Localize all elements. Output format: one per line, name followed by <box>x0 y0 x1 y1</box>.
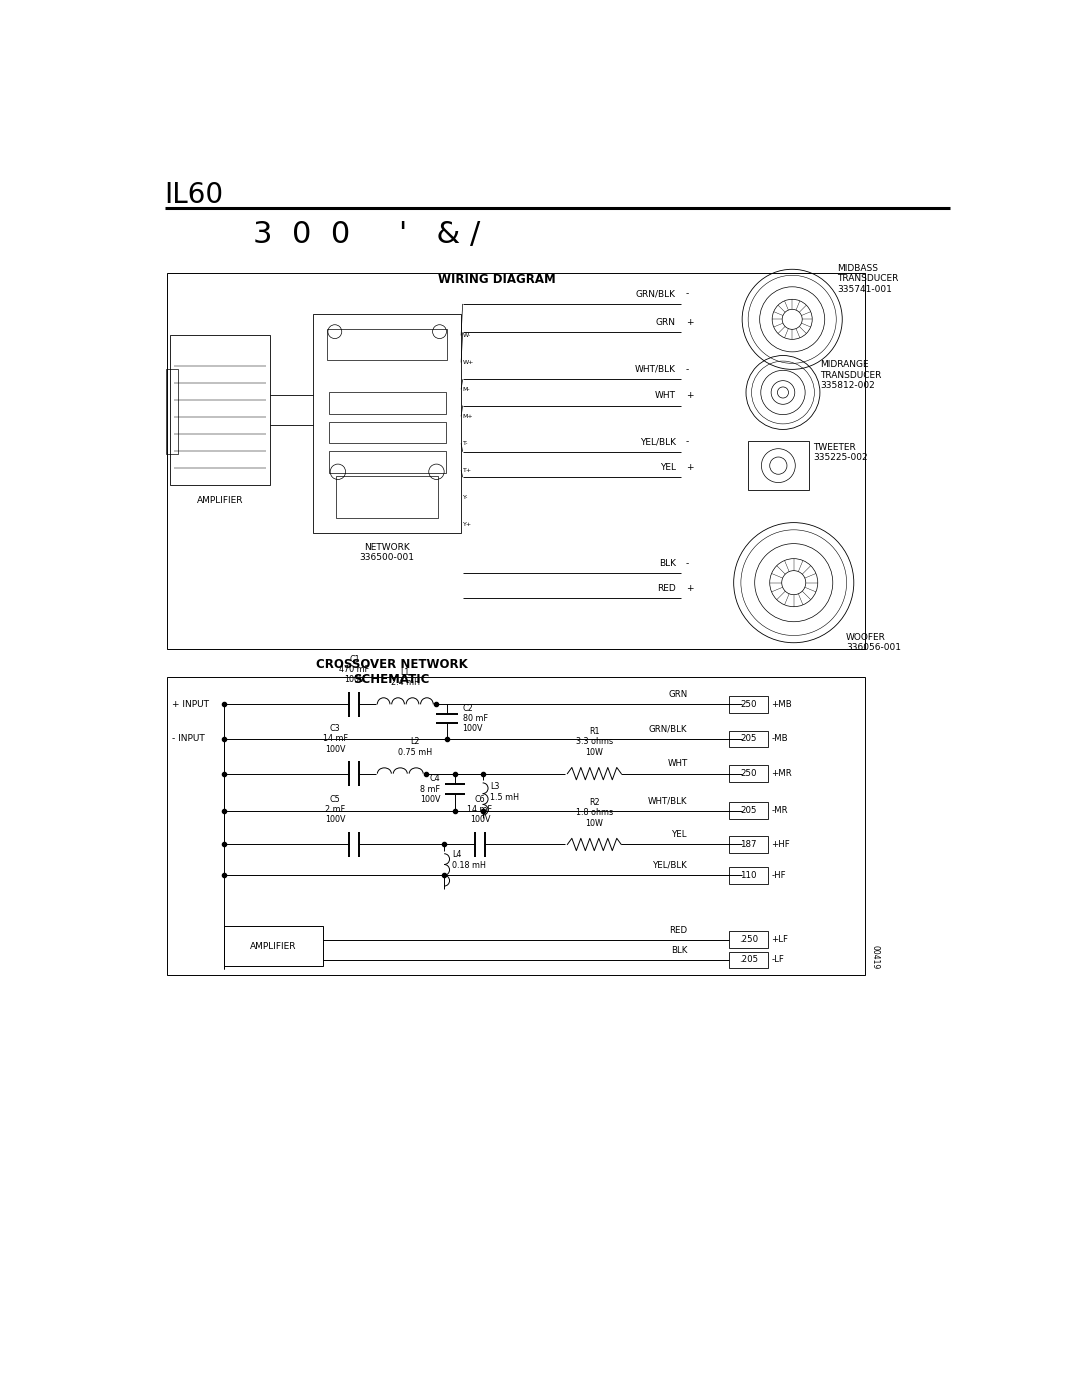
Bar <box>336 475 438 518</box>
Bar <box>729 932 768 949</box>
Text: 3  0  0     '   & /: 3 0 0 ' & / <box>253 221 481 249</box>
Text: 00419: 00419 <box>870 944 880 970</box>
Text: L4
0.18 mH: L4 0.18 mH <box>451 851 486 869</box>
Text: L3
1.5 mH: L3 1.5 mH <box>490 782 519 802</box>
Text: +: + <box>686 462 693 472</box>
Text: +MR: +MR <box>771 770 792 778</box>
Text: 205: 205 <box>740 735 757 743</box>
Text: +HF: +HF <box>771 840 791 849</box>
Text: WHT/BLK: WHT/BLK <box>635 365 676 374</box>
Text: MIDBASS
TRANSDUCER
335741-001: MIDBASS TRANSDUCER 335741-001 <box>837 264 899 293</box>
Bar <box>224 926 323 967</box>
Bar <box>729 802 768 819</box>
Text: L2
0.75 mH: L2 0.75 mH <box>397 738 432 757</box>
Bar <box>729 696 768 712</box>
Text: AMPLIFIER: AMPLIFIER <box>197 496 243 506</box>
Bar <box>167 274 865 648</box>
Text: 187: 187 <box>740 840 757 849</box>
Text: .250: .250 <box>739 936 758 944</box>
Text: GRN: GRN <box>669 690 688 698</box>
Text: +: + <box>686 584 693 592</box>
Bar <box>167 678 865 975</box>
Text: +MB: +MB <box>771 700 792 708</box>
Bar <box>328 451 446 472</box>
Text: YEL/BLK: YEL/BLK <box>652 861 688 870</box>
Text: -: - <box>686 365 689 374</box>
Text: -: - <box>686 289 689 299</box>
Text: 110: 110 <box>740 870 757 880</box>
Bar <box>327 330 447 360</box>
Text: WOOFER
336056-001: WOOFER 336056-001 <box>846 633 901 652</box>
Text: +LF: +LF <box>771 936 788 944</box>
Text: -HF: -HF <box>771 870 786 880</box>
Text: YEL/BLK: YEL/BLK <box>640 437 676 447</box>
Text: Y+: Y+ <box>462 521 472 527</box>
Text: 250: 250 <box>740 700 757 708</box>
Text: W-: W- <box>462 332 471 338</box>
Text: R1
3.3 ohms
10W: R1 3.3 ohms 10W <box>576 726 612 757</box>
Text: NETWORK
336500-001: NETWORK 336500-001 <box>360 542 415 562</box>
Text: R2
1.8 ohms
10W: R2 1.8 ohms 10W <box>576 798 612 827</box>
Text: -LF: -LF <box>771 956 784 964</box>
Text: CROSSOVER NETWORK
SCHEMATIC: CROSSOVER NETWORK SCHEMATIC <box>316 658 468 686</box>
Text: -MB: -MB <box>771 735 788 743</box>
Text: C1
470 mF
100V: C1 470 mF 100V <box>339 655 369 685</box>
Bar <box>747 441 809 490</box>
Text: T-: T- <box>462 441 468 446</box>
Text: M+: M+ <box>462 414 473 419</box>
Text: BLK: BLK <box>659 559 676 569</box>
Text: + INPUT: + INPUT <box>172 700 208 708</box>
Bar <box>166 369 178 454</box>
Text: Y-: Y- <box>462 495 468 500</box>
Text: GRN/BLK: GRN/BLK <box>636 289 676 299</box>
Text: L1
2.4 mH: L1 2.4 mH <box>391 668 420 687</box>
Text: C5
2 mF
100V: C5 2 mF 100V <box>325 795 346 824</box>
Text: +: + <box>686 391 693 400</box>
Text: WIRING DIAGRAM: WIRING DIAGRAM <box>438 272 556 286</box>
Text: T+: T+ <box>462 468 472 472</box>
Text: MIDRANGE
TRANSDUCER
335812-002: MIDRANGE TRANSDUCER 335812-002 <box>820 360 881 390</box>
Bar <box>729 951 768 968</box>
Text: -MR: -MR <box>771 806 788 814</box>
Bar <box>729 835 768 854</box>
Text: RED: RED <box>657 584 676 592</box>
Bar <box>729 866 768 884</box>
Text: W+: W+ <box>462 360 474 365</box>
Text: -: - <box>686 559 689 569</box>
Text: TWEETER
335225-002: TWEETER 335225-002 <box>813 443 867 462</box>
Text: C2
80 mF
100V: C2 80 mF 100V <box>462 704 488 733</box>
Text: 205: 205 <box>740 806 757 814</box>
Text: RED: RED <box>670 926 688 935</box>
Text: IL60: IL60 <box>164 180 224 208</box>
Text: AMPLIFIER: AMPLIFIER <box>249 942 297 950</box>
Text: YEL: YEL <box>660 462 676 472</box>
Text: GRN: GRN <box>656 319 676 327</box>
Text: WHT: WHT <box>667 759 688 768</box>
Text: - INPUT: - INPUT <box>172 735 204 743</box>
Text: C3
14 mF
100V: C3 14 mF 100V <box>323 724 348 753</box>
Text: 250: 250 <box>740 770 757 778</box>
Bar <box>313 314 461 534</box>
Bar <box>328 422 446 443</box>
Bar <box>729 766 768 782</box>
Text: .205: .205 <box>739 956 758 964</box>
Text: WHT: WHT <box>654 391 676 400</box>
Text: +: + <box>686 319 693 327</box>
Text: M-: M- <box>462 387 470 393</box>
Bar <box>729 731 768 747</box>
Text: WHT/BLK: WHT/BLK <box>648 796 688 805</box>
Text: GRN/BLK: GRN/BLK <box>649 725 688 733</box>
Text: -: - <box>686 437 689 447</box>
Text: BLK: BLK <box>671 946 688 954</box>
Bar <box>170 335 270 485</box>
Text: C6
14 mF
100V: C6 14 mF 100V <box>468 795 492 824</box>
Bar <box>328 393 446 414</box>
Text: C4
8 mF
100V: C4 8 mF 100V <box>420 774 441 803</box>
Text: YEL: YEL <box>672 830 688 840</box>
